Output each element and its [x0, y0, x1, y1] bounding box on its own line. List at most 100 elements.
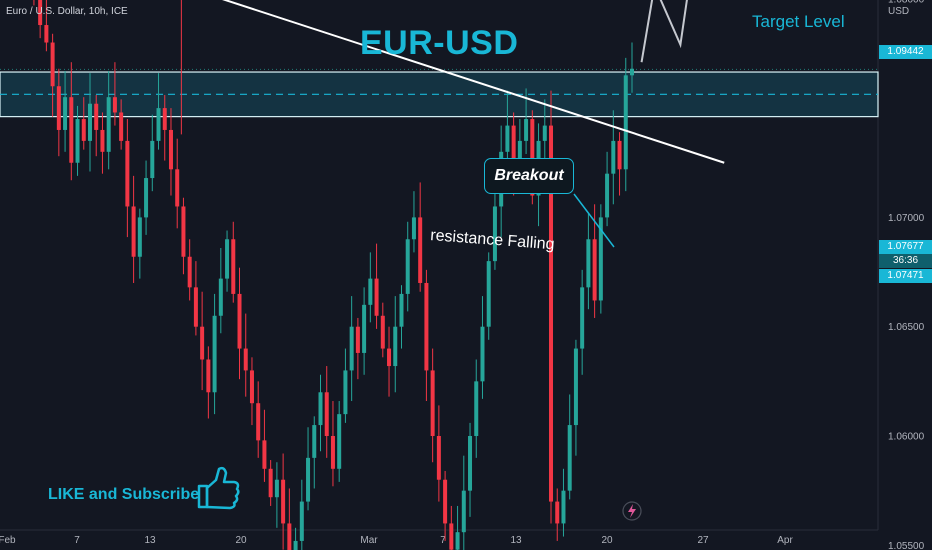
chart-title: EUR-USD: [360, 24, 519, 62]
candle-body: [380, 315, 385, 349]
price-tick-label: 1.07000: [888, 213, 925, 224]
event-badge: [622, 501, 642, 521]
candle-body: [605, 173, 610, 218]
price-tick-label: 1.06500: [888, 322, 925, 333]
time-tick-label: Feb: [0, 535, 16, 546]
candle-body: [56, 86, 61, 130]
symbol-header[interactable]: Euro / U.S. Dollar, 10h, ICE: [6, 6, 128, 17]
candle-body: [393, 326, 398, 367]
candle-body: [517, 140, 522, 174]
candle-body: [449, 523, 454, 550]
candle-body: [349, 326, 354, 371]
time-tick-label: 13: [144, 535, 156, 546]
candle-body: [623, 75, 628, 170]
time-tick-label: 27: [697, 535, 709, 546]
like-subscribe-text: LIKE and Subscribe: [48, 486, 200, 503]
candle-body: [424, 282, 429, 371]
candle-body: [94, 103, 99, 130]
candle-body: [368, 278, 373, 305]
candle-body: [249, 370, 254, 404]
candle-body: [81, 119, 86, 141]
candle-body: [187, 256, 192, 288]
candle-body: [355, 326, 360, 353]
candle-body: [330, 436, 335, 469]
candle-body: [555, 501, 560, 524]
candle-body: [193, 287, 198, 327]
candle-body: [505, 125, 510, 152]
candle-body: [200, 326, 205, 360]
candle-body: [399, 293, 404, 327]
time-tick-label: Apr: [777, 535, 793, 546]
time-tick-label: Mar: [360, 535, 378, 546]
candle-body: [69, 97, 74, 163]
candle-body: [418, 217, 423, 283]
candle-body: [168, 129, 173, 170]
candle-body: [461, 490, 466, 533]
candle-body: [50, 42, 55, 87]
target-price-label: 1.09442: [879, 45, 932, 59]
candle-body: [561, 490, 566, 524]
candle-body: [455, 532, 460, 550]
time-tick-label: 13: [510, 535, 522, 546]
candle-body: [281, 479, 286, 524]
candle-body: [486, 261, 491, 327]
candle-body: [430, 370, 435, 436]
candle-body: [87, 103, 92, 141]
candle-body: [218, 278, 223, 316]
candle-body: [243, 348, 248, 371]
candle-body: [225, 239, 230, 279]
candle-body: [530, 119, 535, 196]
candle-body: [611, 140, 616, 174]
target-level-label: Target Level: [752, 12, 845, 31]
lightning-icon: [628, 504, 636, 518]
candle-body: [112, 97, 117, 113]
candle-body: [362, 304, 367, 353]
candle-body: [630, 68, 634, 76]
candle-body: [598, 217, 603, 301]
candle-body: [150, 140, 155, 179]
candle-body: [443, 479, 448, 524]
candle-body: [436, 436, 441, 480]
time-tick-label: 20: [601, 535, 613, 546]
candle-body: [511, 125, 516, 174]
currency-label[interactable]: USD: [888, 6, 910, 17]
thumbs-up-icon: [197, 466, 240, 510]
candle-countdown-label: 36:36: [879, 254, 932, 268]
candle-body: [156, 108, 161, 141]
candle-body: [274, 479, 279, 498]
candle-body: [468, 436, 473, 491]
breakout-pointer: [573, 193, 615, 248]
candle-body: [181, 206, 186, 257]
candle-body: [617, 140, 622, 170]
candle-body: [212, 315, 217, 393]
candle-body: [312, 425, 317, 458]
candle-body: [586, 239, 591, 288]
candle-body: [44, 25, 49, 43]
time-tick-label: 7: [74, 535, 80, 546]
candle-body: [75, 119, 80, 163]
candle-body: [231, 239, 236, 294]
candle-body: [337, 414, 342, 469]
candle-body: [293, 540, 298, 550]
candle-body: [268, 468, 273, 498]
candle-body: [480, 326, 485, 382]
candle-body: [137, 217, 142, 257]
candle-body: [131, 206, 136, 257]
resistance-label: resistance Falling: [430, 227, 555, 253]
time-tick-label: 7: [440, 535, 446, 546]
candle-body: [306, 457, 311, 502]
candle-body: [162, 108, 167, 130]
candle-body: [237, 293, 242, 349]
candle-body: [175, 169, 180, 207]
candle-body: [206, 359, 211, 393]
candle-body: [106, 97, 111, 152]
candle-body: [524, 119, 529, 141]
candle-body: [318, 392, 323, 426]
candle-body: [119, 112, 124, 141]
zone-price-label: 1.07471: [879, 269, 932, 283]
candle-body: [299, 501, 304, 541]
candle-body: [38, 0, 43, 26]
candle-body: [542, 125, 547, 141]
candle-body: [387, 348, 392, 367]
